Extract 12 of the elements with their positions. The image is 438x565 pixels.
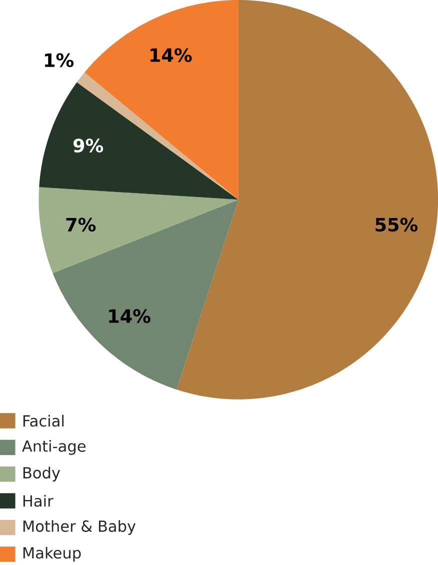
legend-label: Mother & Baby [23, 520, 136, 535]
legend-label: Hair [23, 494, 54, 507]
data-label: 14% [109, 309, 150, 324]
legend-label: Makeup [23, 546, 81, 562]
legend-label: Body [23, 466, 60, 482]
legend-label: Facial [23, 414, 64, 427]
data-label: 7% [66, 218, 96, 232]
data-label: 1% [44, 53, 74, 68]
data-label: 14% [150, 48, 192, 62]
data-label: 9% [73, 138, 104, 152]
data-label: 55% [376, 218, 418, 232]
legend-label: Anti-age [22, 440, 86, 455]
